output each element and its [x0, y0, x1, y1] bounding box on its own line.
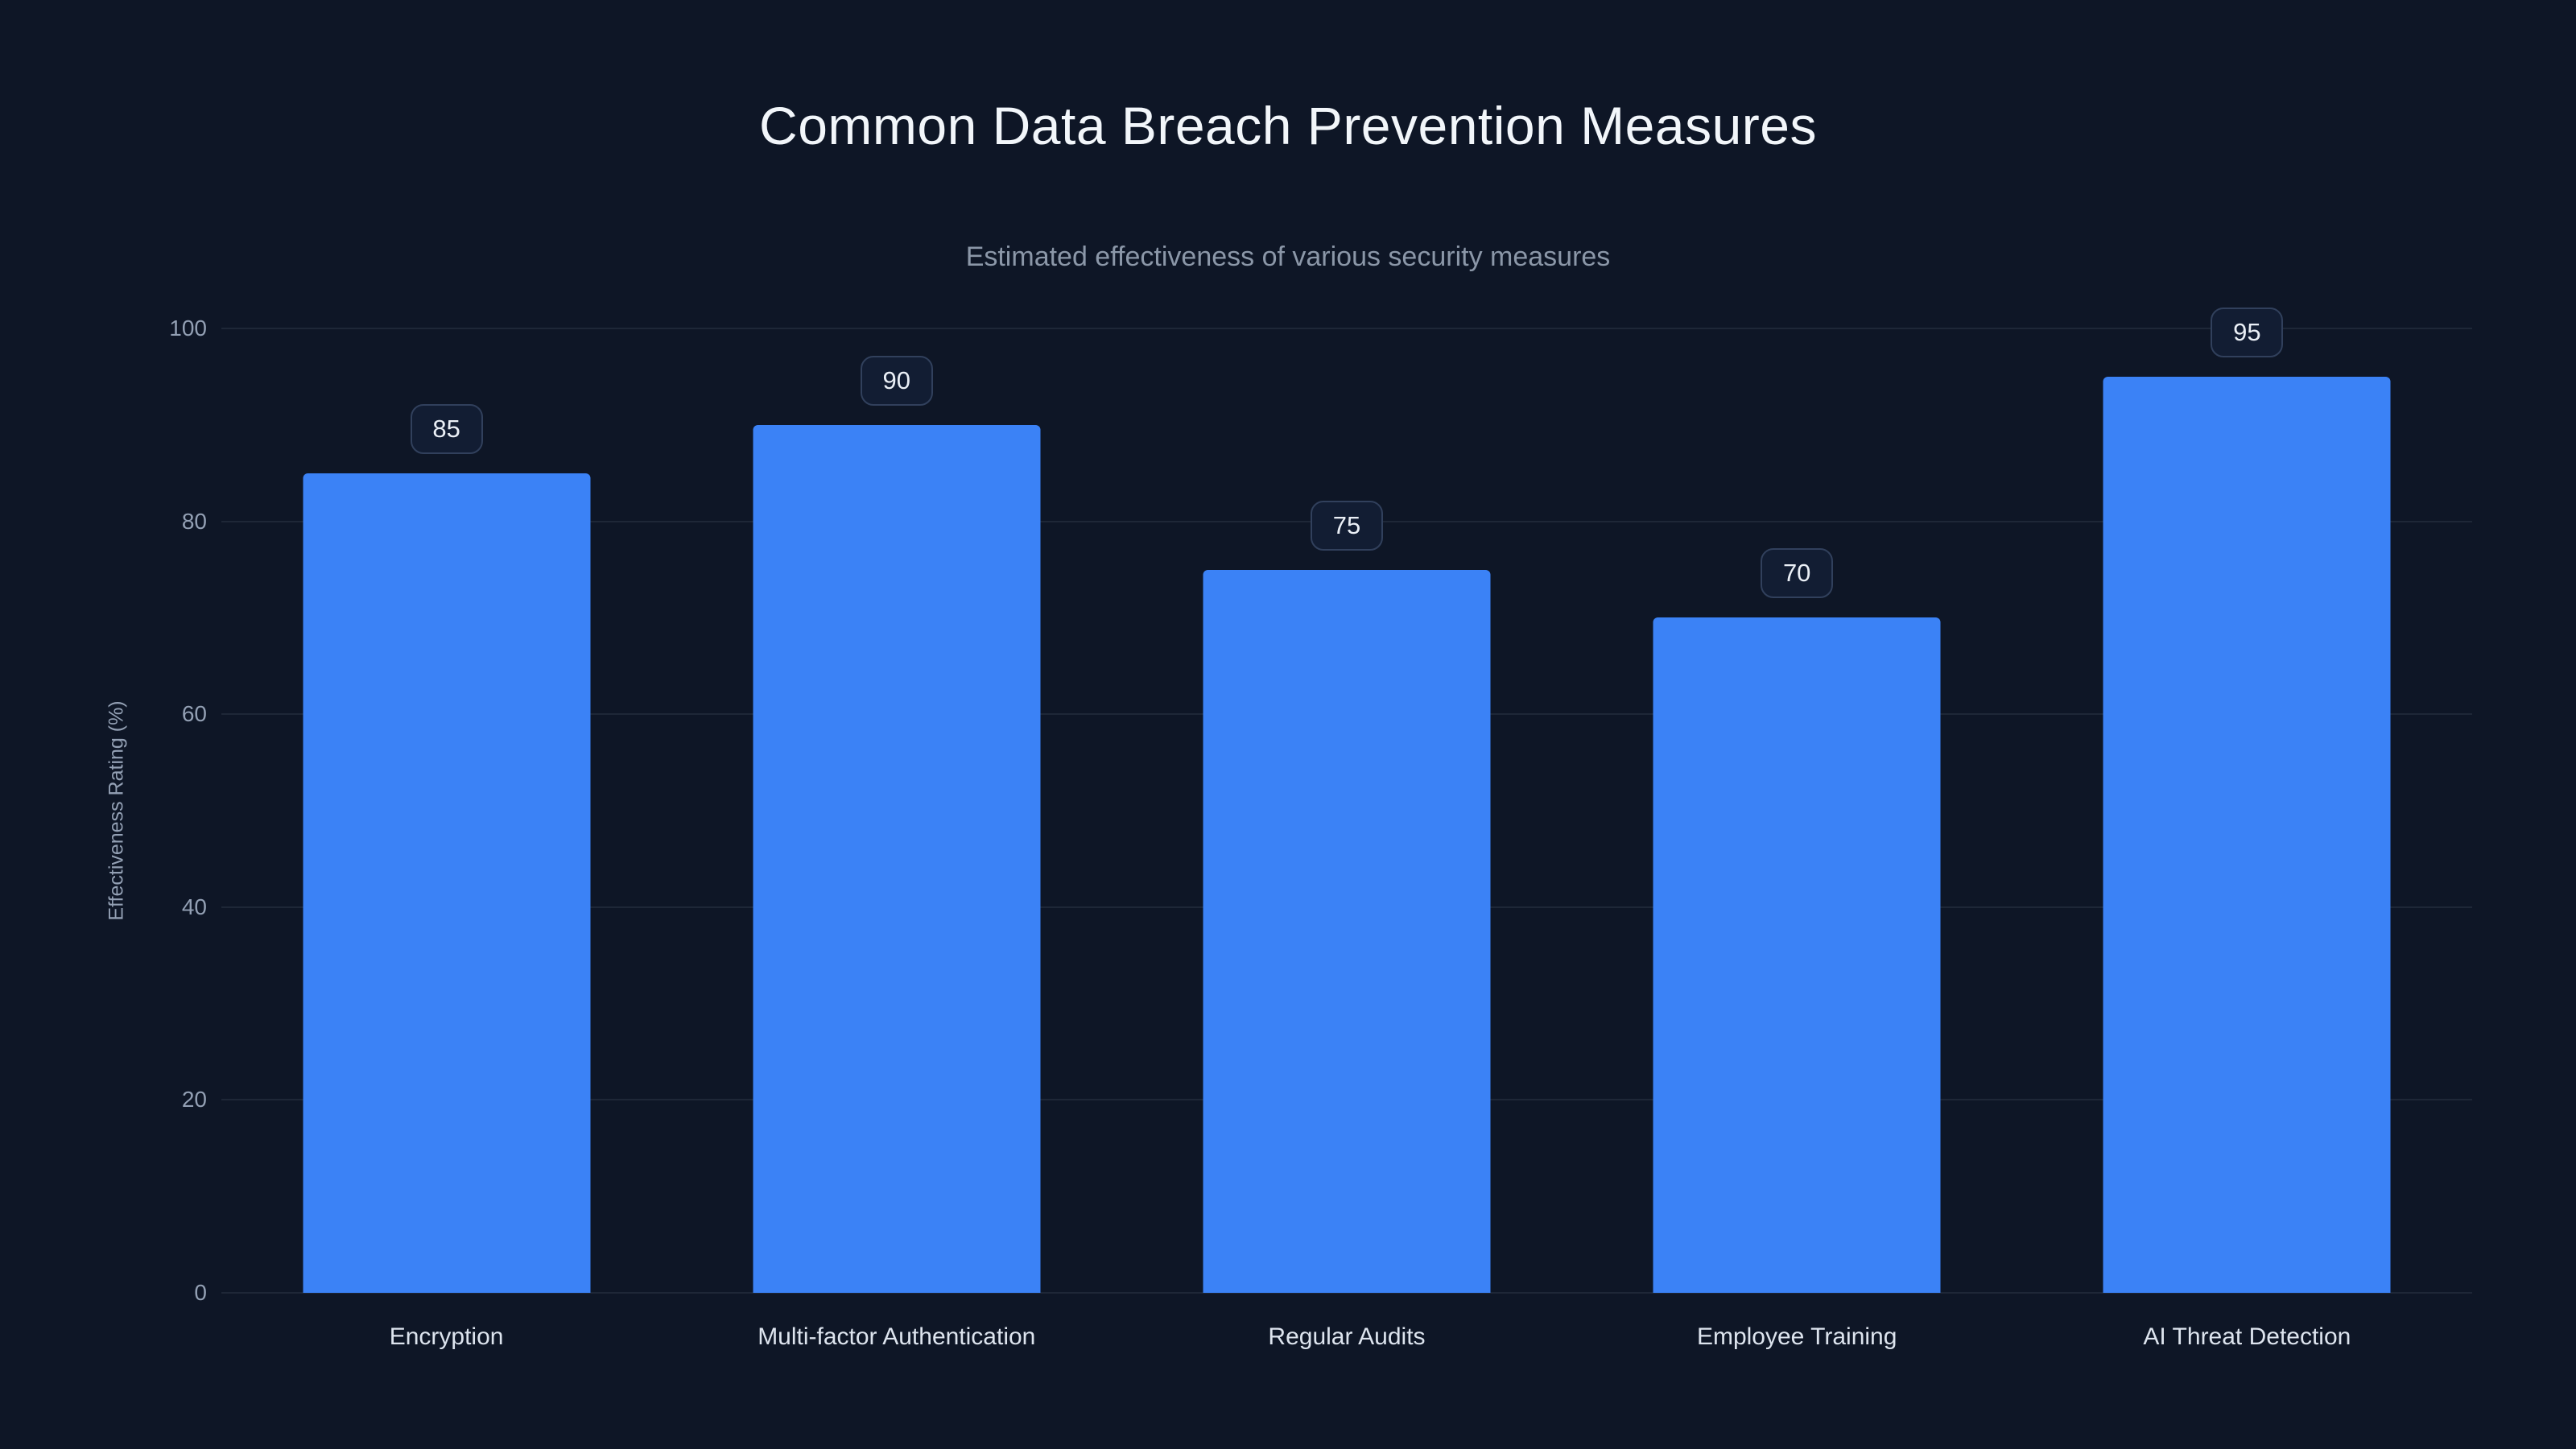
plot-area: 0 20 40 60 80 100 85 Encryption 90 Multi-factor A… — [169, 307, 2472, 1350]
bar-slot-ai-threat-detection: 95 AI Threat Detection — [2022, 307, 2472, 1350]
bar-employee-training — [1653, 617, 1941, 1293]
y-axis-label: Effectiveness Rating (%) — [105, 700, 128, 921]
value-badge-multi-factor-authentication: 90 — [860, 355, 933, 406]
gridline-0 — [221, 1292, 2472, 1294]
bar-regular-audits — [1203, 569, 1491, 1293]
y-tick-label-20: 20 — [181, 1087, 207, 1113]
bar-encryption — [303, 473, 591, 1293]
category-label-ai-threat-detection: AI Threat Detection — [2143, 1323, 2351, 1350]
bar-slot-regular-audits: 75 Regular Audits — [1121, 328, 1571, 1350]
y-tick-label-0: 0 — [194, 1280, 207, 1305]
bar-slot-multi-factor-authentication: 90 Multi-factor Authentication — [671, 328, 1121, 1350]
value-badge-regular-audits: 75 — [1310, 500, 1383, 551]
category-label-regular-audits: Regular Audits — [1268, 1323, 1426, 1350]
chart-subtitle: Estimated effectiveness of various secur… — [965, 242, 1611, 272]
category-label-encryption: Encryption — [389, 1323, 504, 1350]
bar-slot-encryption: 85 Encryption — [221, 328, 671, 1350]
category-label-multi-factor-authentication: Multi-factor Authentication — [758, 1323, 1036, 1350]
bar-ai-threat-detection — [2103, 376, 2391, 1293]
y-tick-label-80: 80 — [181, 508, 207, 534]
bar-multi-factor-authentication — [753, 424, 1041, 1293]
value-badge-ai-threat-detection: 95 — [2211, 307, 2284, 357]
chart-title: Common Data Breach Prevention Measures — [759, 96, 1817, 155]
y-tick-label-100: 100 — [169, 316, 207, 341]
y-tick-label-40: 40 — [181, 894, 207, 919]
value-badge-encryption: 85 — [410, 403, 483, 454]
gridline-100 — [221, 328, 2472, 329]
y-tick-label-60: 60 — [181, 701, 207, 727]
bar-slot-employee-training: 70 Employee Training — [1572, 328, 2022, 1350]
category-label-employee-training: Employee Training — [1696, 1323, 1897, 1350]
value-badge-employee-training: 70 — [1761, 548, 1834, 599]
